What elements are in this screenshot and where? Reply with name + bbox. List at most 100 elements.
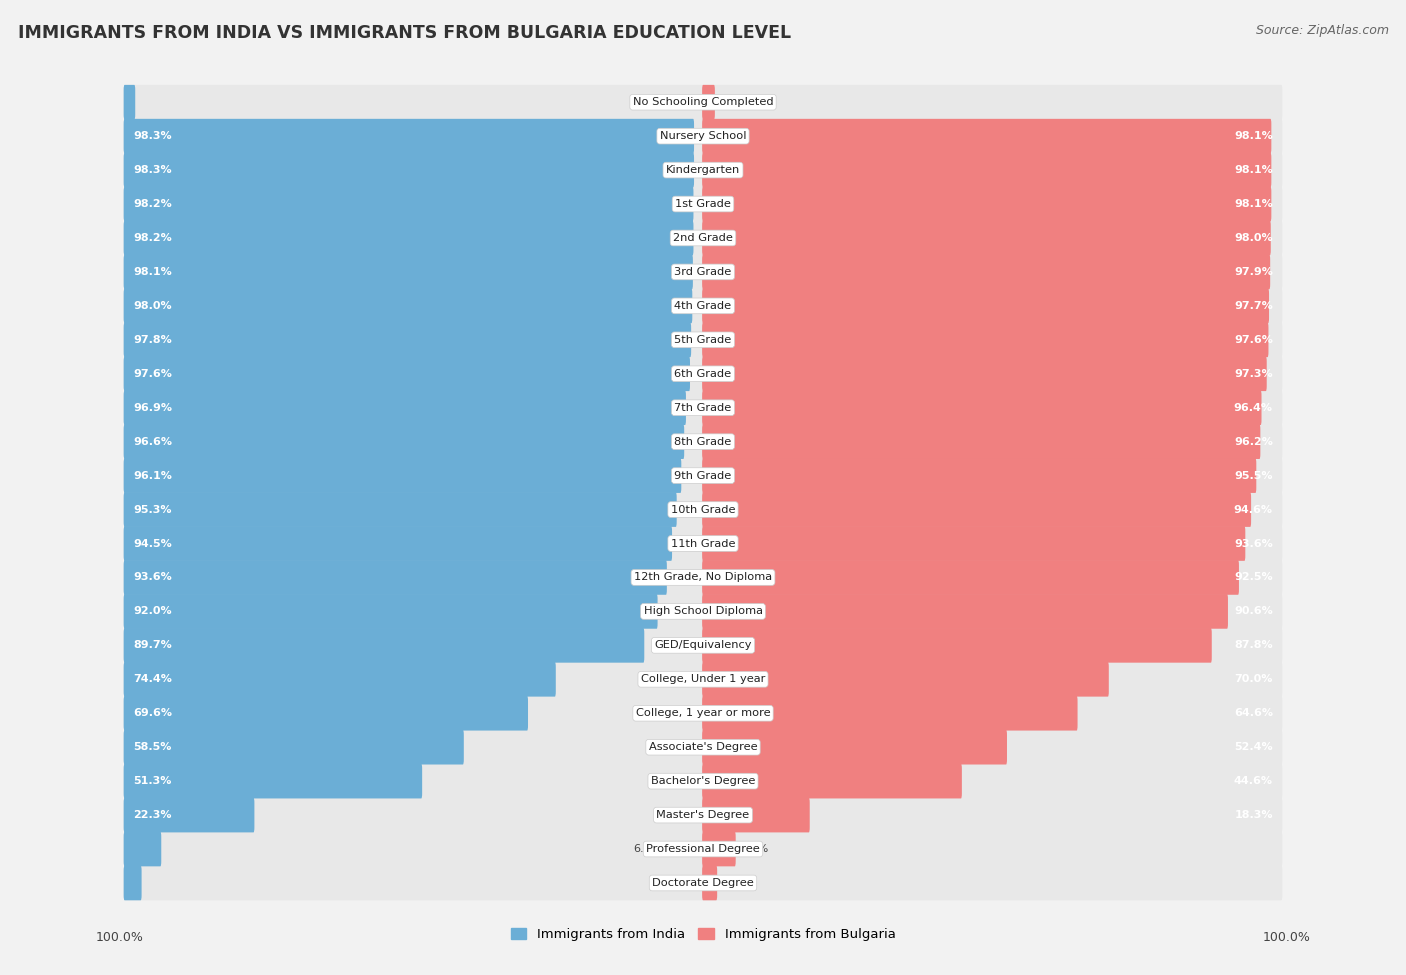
FancyBboxPatch shape (125, 733, 1281, 761)
FancyBboxPatch shape (124, 254, 1282, 290)
FancyBboxPatch shape (702, 220, 1271, 255)
Text: Doctorate Degree: Doctorate Degree (652, 878, 754, 888)
FancyBboxPatch shape (124, 390, 686, 425)
Text: 100.0%: 100.0% (1263, 931, 1310, 945)
Text: IMMIGRANTS FROM INDIA VS IMMIGRANTS FROM BULGARIA EDUCATION LEVEL: IMMIGRANTS FROM INDIA VS IMMIGRANTS FROM… (18, 24, 792, 42)
FancyBboxPatch shape (124, 187, 1282, 221)
Text: 18.3%: 18.3% (1234, 810, 1272, 820)
FancyBboxPatch shape (125, 326, 1281, 354)
FancyBboxPatch shape (124, 153, 695, 187)
Text: 52.4%: 52.4% (1234, 742, 1272, 752)
FancyBboxPatch shape (124, 424, 1282, 459)
FancyBboxPatch shape (702, 187, 1271, 221)
FancyBboxPatch shape (124, 696, 529, 730)
Text: 97.7%: 97.7% (1234, 301, 1272, 311)
Text: 95.3%: 95.3% (134, 505, 172, 515)
Text: 70.0%: 70.0% (1234, 675, 1272, 684)
FancyBboxPatch shape (124, 763, 1282, 799)
Text: 95.5%: 95.5% (1234, 471, 1272, 481)
Text: Kindergarten: Kindergarten (666, 165, 740, 176)
Text: 3rd Grade: 3rd Grade (675, 267, 731, 277)
Text: 97.9%: 97.9% (1234, 267, 1272, 277)
FancyBboxPatch shape (124, 492, 1282, 526)
Text: 98.3%: 98.3% (134, 165, 172, 176)
FancyBboxPatch shape (702, 866, 717, 900)
FancyBboxPatch shape (125, 257, 1281, 287)
FancyBboxPatch shape (124, 662, 555, 696)
FancyBboxPatch shape (125, 190, 1281, 218)
FancyBboxPatch shape (124, 119, 1282, 153)
FancyBboxPatch shape (125, 427, 1281, 456)
Text: 98.0%: 98.0% (134, 301, 172, 311)
FancyBboxPatch shape (702, 119, 1271, 153)
FancyBboxPatch shape (125, 767, 1281, 796)
FancyBboxPatch shape (702, 561, 1239, 595)
FancyBboxPatch shape (702, 153, 1271, 187)
Text: 98.2%: 98.2% (134, 199, 172, 209)
FancyBboxPatch shape (125, 631, 1281, 660)
FancyBboxPatch shape (124, 866, 1282, 900)
FancyBboxPatch shape (124, 289, 692, 323)
FancyBboxPatch shape (702, 526, 1246, 561)
Text: 98.0%: 98.0% (1234, 233, 1272, 243)
FancyBboxPatch shape (702, 763, 962, 799)
FancyBboxPatch shape (702, 662, 1109, 696)
FancyBboxPatch shape (124, 119, 695, 153)
FancyBboxPatch shape (124, 730, 464, 764)
Text: 8th Grade: 8th Grade (675, 437, 731, 447)
FancyBboxPatch shape (125, 394, 1281, 422)
FancyBboxPatch shape (125, 835, 1281, 863)
Text: 97.8%: 97.8% (134, 334, 172, 345)
Text: 94.6%: 94.6% (1234, 505, 1272, 515)
FancyBboxPatch shape (124, 323, 1282, 357)
Text: 7th Grade: 7th Grade (675, 403, 731, 412)
Text: Professional Degree: Professional Degree (647, 844, 759, 854)
Text: Bachelor's Degree: Bachelor's Degree (651, 776, 755, 786)
Text: 92.0%: 92.0% (134, 606, 172, 616)
FancyBboxPatch shape (125, 461, 1281, 489)
FancyBboxPatch shape (702, 323, 1268, 357)
Text: Associate's Degree: Associate's Degree (648, 742, 758, 752)
FancyBboxPatch shape (125, 122, 1281, 150)
FancyBboxPatch shape (124, 798, 254, 833)
FancyBboxPatch shape (125, 869, 1281, 897)
Text: High School Diploma: High School Diploma (644, 606, 762, 616)
FancyBboxPatch shape (124, 763, 422, 799)
Text: 98.1%: 98.1% (134, 267, 172, 277)
FancyBboxPatch shape (702, 798, 810, 833)
Text: 96.9%: 96.9% (134, 403, 172, 412)
FancyBboxPatch shape (124, 85, 1282, 120)
Text: 96.4%: 96.4% (1234, 403, 1272, 412)
Text: 6.2%: 6.2% (633, 844, 661, 854)
Text: 98.1%: 98.1% (1234, 165, 1272, 176)
FancyBboxPatch shape (702, 628, 1212, 663)
Text: 5th Grade: 5th Grade (675, 334, 731, 345)
FancyBboxPatch shape (124, 492, 676, 526)
FancyBboxPatch shape (702, 390, 1261, 425)
Text: 11th Grade: 11th Grade (671, 538, 735, 549)
FancyBboxPatch shape (702, 492, 1251, 526)
Text: 74.4%: 74.4% (134, 675, 172, 684)
Text: 58.5%: 58.5% (134, 742, 172, 752)
Text: 44.6%: 44.6% (1234, 776, 1272, 786)
Text: 2.3%: 2.3% (723, 878, 751, 888)
Text: 1.7%: 1.7% (659, 98, 688, 107)
Text: 97.3%: 97.3% (1234, 369, 1272, 378)
FancyBboxPatch shape (702, 357, 1267, 391)
FancyBboxPatch shape (124, 424, 685, 459)
FancyBboxPatch shape (124, 357, 1282, 391)
FancyBboxPatch shape (125, 597, 1281, 626)
FancyBboxPatch shape (124, 866, 142, 900)
FancyBboxPatch shape (125, 529, 1281, 558)
FancyBboxPatch shape (124, 220, 693, 255)
Text: 6th Grade: 6th Grade (675, 369, 731, 378)
FancyBboxPatch shape (125, 156, 1281, 184)
FancyBboxPatch shape (124, 730, 1282, 764)
FancyBboxPatch shape (125, 360, 1281, 388)
FancyBboxPatch shape (124, 526, 1282, 561)
Text: College, Under 1 year: College, Under 1 year (641, 675, 765, 684)
FancyBboxPatch shape (124, 458, 1282, 493)
Text: 5.5%: 5.5% (741, 844, 769, 854)
FancyBboxPatch shape (125, 800, 1281, 830)
FancyBboxPatch shape (124, 561, 666, 595)
